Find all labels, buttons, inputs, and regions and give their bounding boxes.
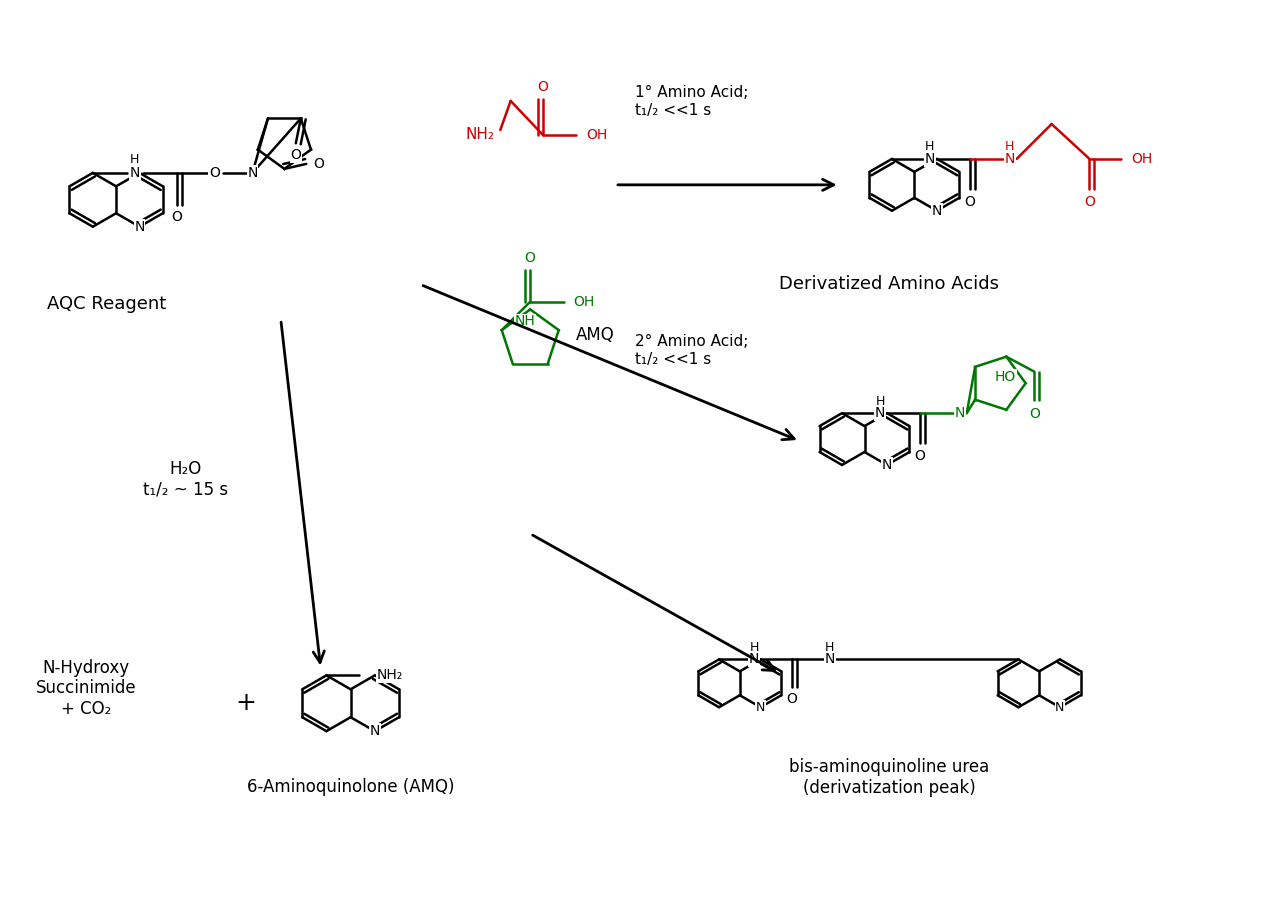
Text: 1° Amino Acid;
t₁/₂ <<1 s: 1° Amino Acid; t₁/₂ <<1 s — [634, 85, 748, 118]
Text: O: O — [1084, 195, 1094, 209]
Text: 2° Amino Acid;
t₁/₂ <<1 s: 2° Amino Acid; t₁/₂ <<1 s — [634, 335, 748, 367]
Text: H: H — [875, 394, 884, 408]
Text: +: + — [236, 691, 256, 715]
Text: O: O — [209, 165, 220, 180]
Text: AQC Reagent: AQC Reagent — [47, 294, 166, 312]
Text: H₂O
t₁/₂ ~ 15 s: H₂O t₁/₂ ~ 15 s — [144, 460, 228, 498]
Text: N: N — [247, 165, 257, 180]
Text: H: H — [826, 641, 834, 654]
Text: N: N — [1055, 701, 1065, 714]
Text: N: N — [931, 204, 941, 218]
Text: OH: OH — [573, 295, 595, 309]
Text: O: O — [915, 449, 925, 463]
Text: O: O — [538, 80, 548, 94]
Text: AMQ: AMQ — [576, 326, 614, 345]
Text: O: O — [313, 157, 324, 171]
Text: N: N — [824, 652, 834, 666]
Text: N: N — [134, 220, 145, 233]
Text: NH₂: NH₂ — [466, 128, 494, 142]
Text: N: N — [1004, 152, 1015, 166]
Text: OH: OH — [586, 128, 608, 142]
Text: N: N — [875, 406, 885, 420]
Text: O: O — [964, 195, 975, 209]
Text: O: O — [171, 210, 182, 223]
Text: N: N — [882, 458, 892, 472]
Text: N: N — [755, 701, 766, 714]
Text: 6-Aminoquinolone (AMQ): 6-Aminoquinolone (AMQ) — [247, 778, 455, 796]
Text: NH: NH — [515, 314, 535, 328]
Text: N: N — [130, 165, 140, 180]
Text: O: O — [1029, 406, 1040, 421]
Text: bis-aminoquinoline urea
(derivatization peak): bis-aminoquinoline urea (derivatization … — [790, 758, 990, 797]
Text: O: O — [525, 251, 535, 266]
Text: N: N — [369, 724, 380, 738]
Text: N: N — [749, 652, 759, 666]
Text: HO: HO — [995, 369, 1017, 383]
Text: H: H — [749, 641, 758, 654]
Text: N: N — [954, 406, 964, 420]
Text: N-Hydroxy
Succinimide
+ CO₂: N-Hydroxy Succinimide + CO₂ — [36, 659, 136, 718]
Text: NH₂: NH₂ — [376, 668, 403, 682]
Text: O: O — [786, 692, 798, 707]
Text: H: H — [925, 141, 935, 153]
Text: H: H — [1005, 141, 1014, 153]
Text: OH: OH — [1131, 152, 1153, 166]
Text: N: N — [925, 152, 935, 166]
Text: O: O — [290, 148, 301, 163]
Text: H: H — [130, 153, 139, 166]
Text: Derivatized Amino Acids: Derivatized Amino Acids — [780, 275, 999, 292]
